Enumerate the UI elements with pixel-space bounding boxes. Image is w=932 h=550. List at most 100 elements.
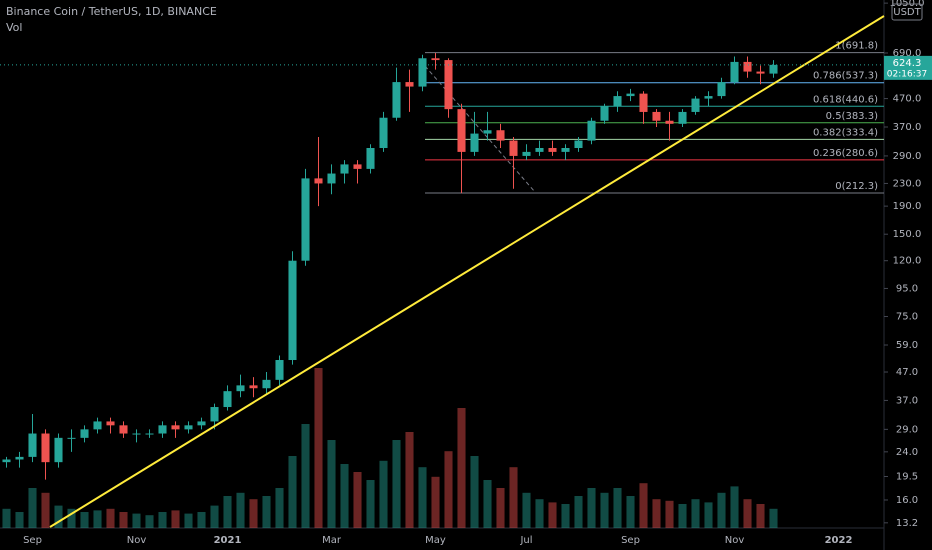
volume-bar xyxy=(236,492,245,528)
volume-bar xyxy=(106,508,115,528)
candle-body xyxy=(249,385,258,389)
volume-bar xyxy=(587,488,596,528)
volume-bar xyxy=(509,467,518,528)
candle-body xyxy=(366,147,375,169)
candle-body xyxy=(678,111,687,124)
x-tick-label: Nov xyxy=(127,535,147,546)
volume-bar xyxy=(496,488,505,528)
y-tick-label: 16.0 xyxy=(896,495,918,506)
volume-bar xyxy=(431,476,440,528)
candle-body xyxy=(80,429,89,438)
y-tick-label: 13.2 xyxy=(896,518,918,529)
y-tick-label: 470.0 xyxy=(893,94,922,105)
candle-body xyxy=(67,437,76,439)
volume-bar xyxy=(119,512,128,528)
x-tick-label: Mar xyxy=(322,535,342,546)
volume-bar xyxy=(132,513,141,528)
candle-body xyxy=(119,425,128,434)
candle-body xyxy=(28,433,37,457)
candle-body xyxy=(639,93,648,112)
candle-body xyxy=(106,421,115,426)
volume-bar xyxy=(171,510,180,528)
y-tick-label: 150.0 xyxy=(893,229,922,240)
candle-body xyxy=(509,140,518,156)
candle-body xyxy=(54,437,63,463)
currency-box[interactable] xyxy=(891,3,923,21)
currency[interactable]: USDT xyxy=(893,7,921,18)
volume-bar xyxy=(15,512,24,528)
y-tick-label: 370.0 xyxy=(893,122,922,133)
candle-body xyxy=(704,96,713,99)
x-tick-label: Jul xyxy=(519,535,532,546)
candle-body xyxy=(457,109,466,152)
fib-label: 0.618(440.6) xyxy=(813,94,878,105)
volume-bar xyxy=(93,510,102,528)
volume-bar xyxy=(67,508,76,528)
volume-bar xyxy=(470,456,479,528)
candle-body xyxy=(184,425,193,430)
y-tick-label: 37.0 xyxy=(896,395,918,406)
volume-bar xyxy=(288,456,297,528)
volume-bar xyxy=(41,492,50,528)
trendline xyxy=(49,15,885,528)
candle-body xyxy=(470,133,479,152)
x-tick-label: 2021 xyxy=(214,535,242,546)
candle-body xyxy=(210,407,219,422)
candle-body xyxy=(652,111,661,121)
volume-bar xyxy=(366,480,375,528)
volume-bar xyxy=(28,488,37,528)
candle-body xyxy=(743,61,752,72)
candle-body xyxy=(275,360,284,380)
volume-bar xyxy=(379,460,388,528)
candle-body xyxy=(41,433,50,463)
y-tick-label: 59.0 xyxy=(896,340,918,351)
candle-body xyxy=(691,98,700,112)
x-tick-label: Sep xyxy=(23,535,42,546)
y-tick-label: 75.0 xyxy=(896,312,918,323)
x-tick-label: Sep xyxy=(621,535,640,546)
volume-pane xyxy=(2,368,778,528)
volume-bar xyxy=(769,508,778,528)
candle-body xyxy=(444,60,453,110)
candle-body xyxy=(132,433,141,435)
x-tick-label: May xyxy=(425,535,446,546)
candle-body xyxy=(730,61,739,83)
candle-body xyxy=(496,130,505,141)
candle-body xyxy=(197,421,206,426)
candle-body xyxy=(769,64,778,74)
volume-bar xyxy=(301,424,310,528)
fib-label: 1(691.8) xyxy=(835,41,878,52)
y-tick-label: 1050.0 xyxy=(890,0,925,9)
y-tick-label: 24.0 xyxy=(896,447,918,458)
volume-bar xyxy=(457,408,466,528)
fib-label: 0.5(383.3) xyxy=(826,111,878,122)
candle-body xyxy=(483,130,492,134)
candles xyxy=(2,52,778,480)
candle-body xyxy=(717,82,726,97)
candle-body xyxy=(756,71,765,74)
candle-body xyxy=(288,260,297,361)
y-tick-label: 19.5 xyxy=(896,471,918,482)
volume-bar xyxy=(223,496,232,528)
x-tick-label: 2022 xyxy=(825,535,853,546)
candle-body xyxy=(314,178,323,184)
x-tick-label: Nov xyxy=(725,535,745,546)
candle-body xyxy=(561,147,570,152)
volume-bar xyxy=(54,505,63,528)
volume-bar xyxy=(275,488,284,528)
y-tick-label: 95.0 xyxy=(896,283,918,294)
last-price: 624.3 xyxy=(893,58,922,69)
candle-body xyxy=(340,164,349,174)
volume-bar xyxy=(158,512,167,528)
candle-body xyxy=(587,120,596,141)
volume-bar xyxy=(145,515,154,528)
volume-bar xyxy=(405,432,414,528)
y-tick-label: 120.0 xyxy=(893,256,922,267)
volume-bar xyxy=(340,464,349,528)
candle-body xyxy=(574,140,583,148)
fib-label: 0.382(333.4) xyxy=(813,127,878,138)
fib-label: 0.236(280.6) xyxy=(813,148,878,159)
volume-bar xyxy=(80,512,89,528)
